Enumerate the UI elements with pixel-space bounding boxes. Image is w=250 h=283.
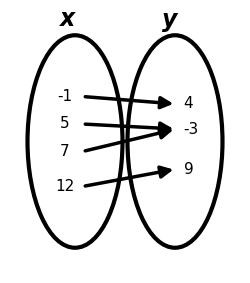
Text: y: y [162,8,178,31]
Text: 7: 7 [60,144,70,159]
Text: -3: -3 [184,121,199,136]
Text: 9: 9 [184,162,194,177]
Text: -1: -1 [58,89,72,104]
Text: 12: 12 [56,179,74,194]
Text: 5: 5 [60,117,70,132]
Text: 4: 4 [184,97,194,112]
Text: x: x [60,8,75,31]
